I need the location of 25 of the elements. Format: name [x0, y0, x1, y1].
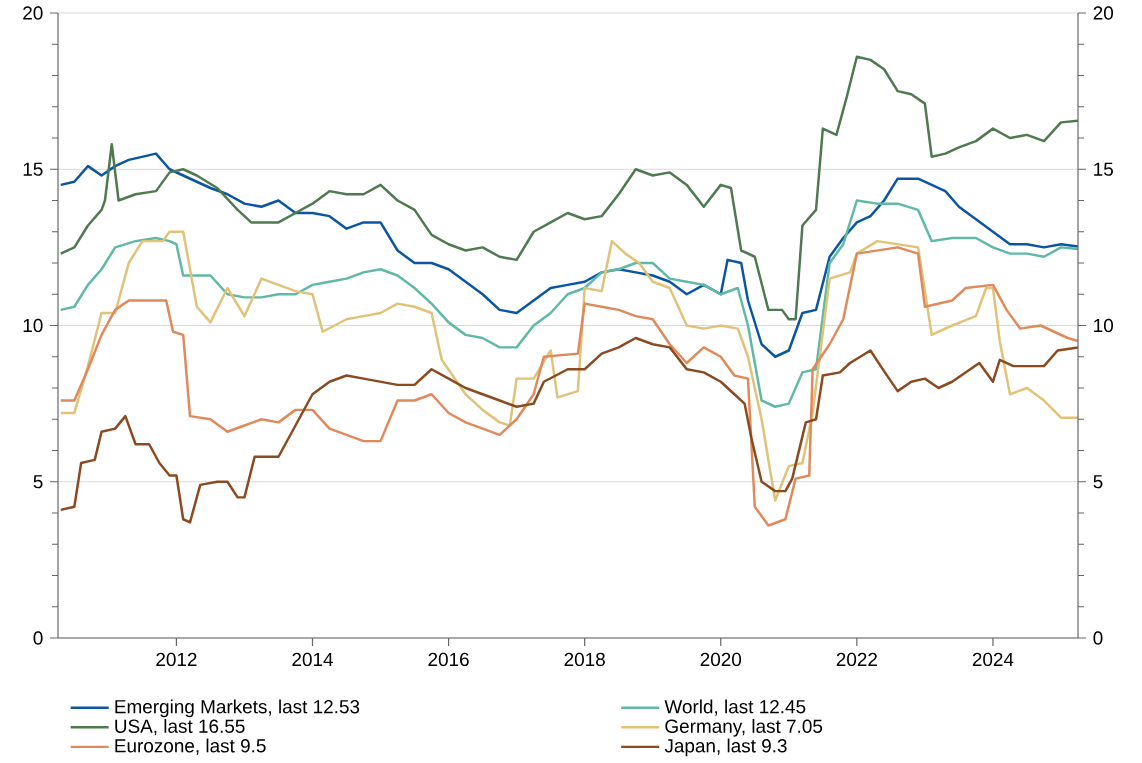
x-tick-label: 2022	[836, 652, 877, 667]
legend-label: USA, last 16.55	[115, 718, 245, 736]
legend-label: Eurozone, last 9.5	[115, 738, 266, 755]
y2-tick-label: 15	[23, 162, 43, 176]
y-tick-label: 15	[1094, 162, 1113, 176]
legend-label: World, last 12.45	[664, 699, 806, 716]
x-tick-label: 2012	[156, 652, 197, 667]
x-tick-label: 2020	[700, 652, 742, 667]
y2-tick-label: 0	[33, 631, 43, 645]
x-tick-label: 2014	[292, 652, 333, 667]
line-series	[59, 199, 1079, 408]
y-tick-label: 5	[1093, 475, 1103, 489]
x-tick-label: 2024	[972, 652, 1014, 667]
legend-label: Germany, last 7.05	[665, 718, 823, 737]
y-tick-label: 20	[1093, 6, 1114, 20]
line-series	[59, 55, 1079, 321]
x-tick-label: 2016	[428, 652, 469, 667]
y-tick-label: 0	[1093, 631, 1103, 645]
x-tick-label: 2018	[564, 652, 605, 667]
y-tick-label: 10	[1094, 318, 1114, 333]
legend-label: Japan, last 9.3	[664, 738, 787, 757]
legend-label: Emerging Markets, last 12.53	[115, 699, 360, 718]
y2-tick-label: 5	[33, 475, 43, 489]
y2-tick-label: 10	[23, 318, 43, 333]
y2-tick-label: 20	[23, 6, 43, 20]
